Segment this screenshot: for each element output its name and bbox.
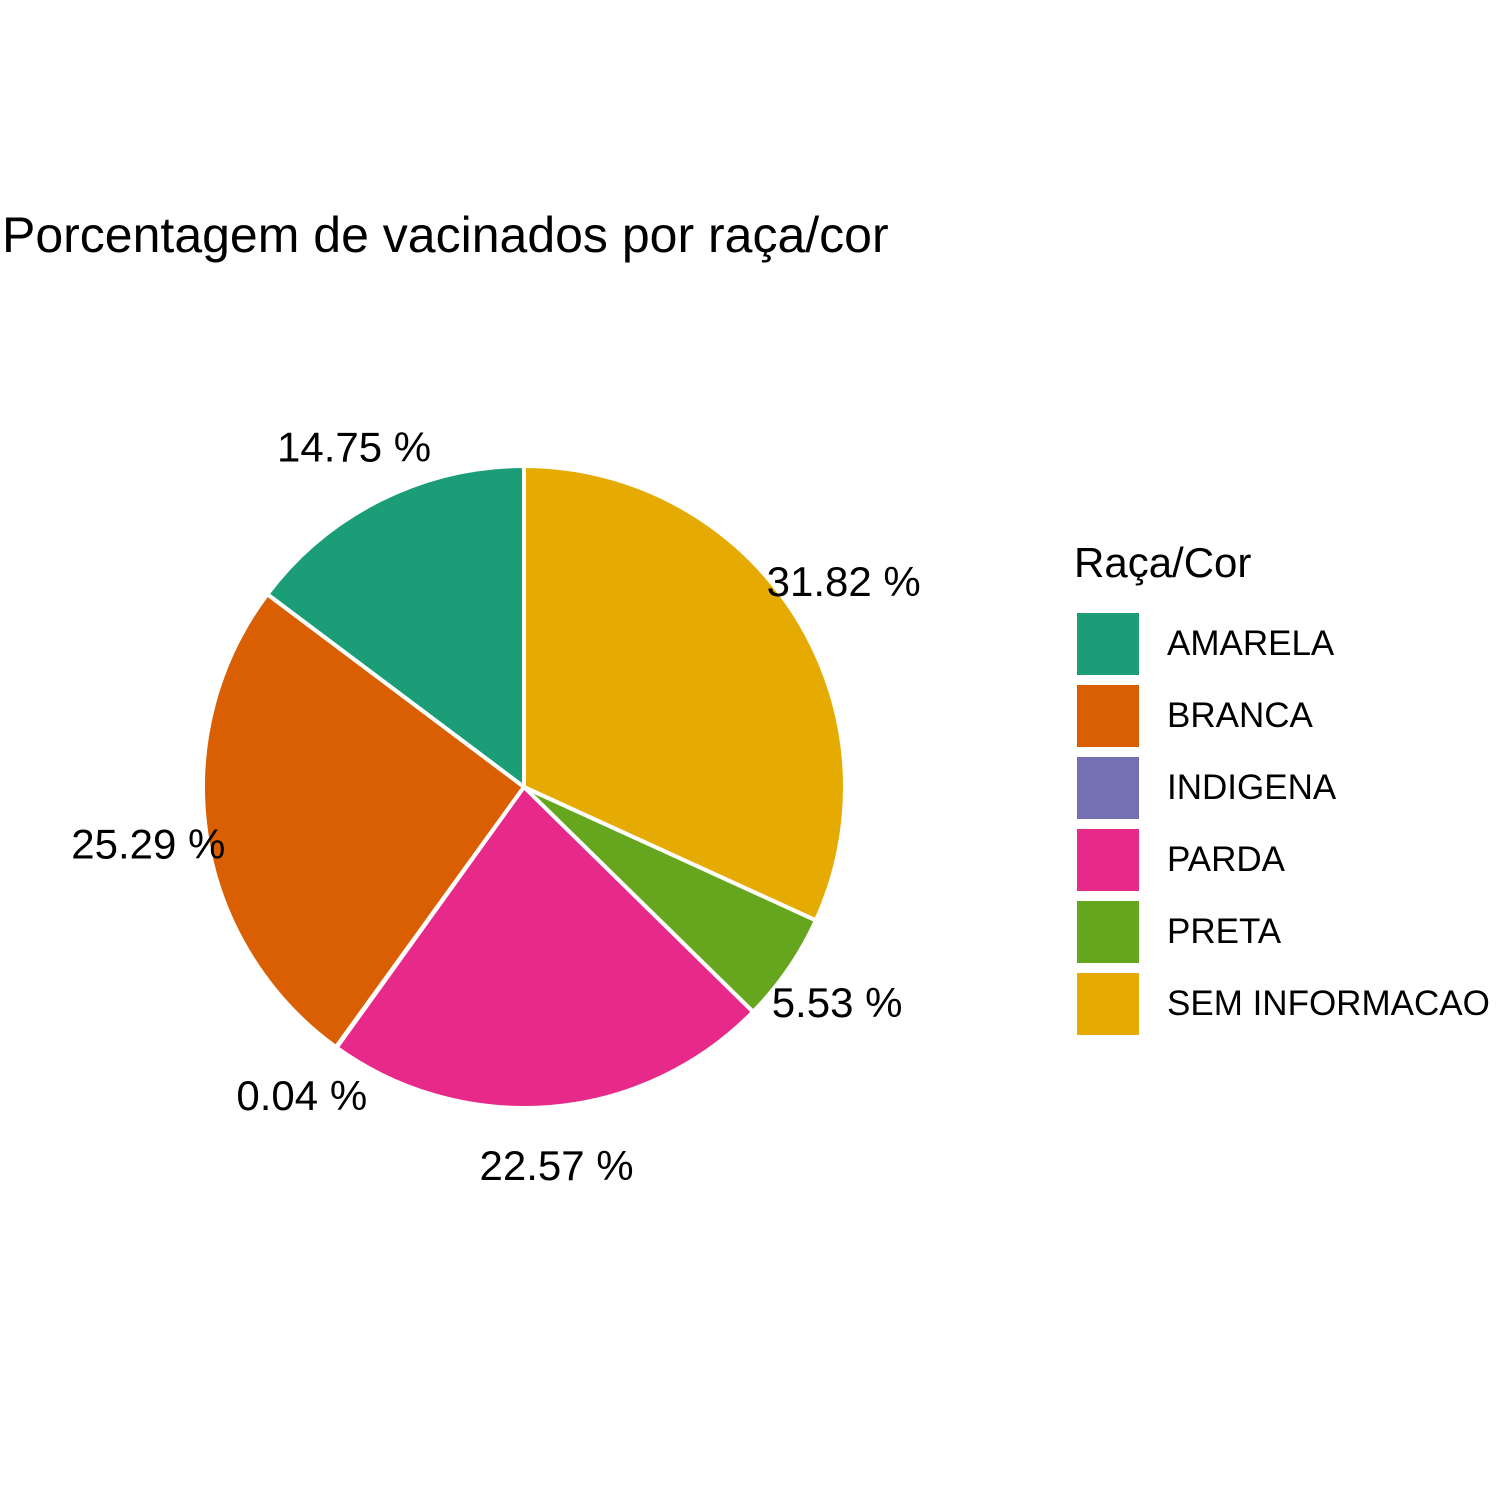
pie-slice-parda bbox=[334, 785, 756, 1110]
legend-label-preta: PRETA bbox=[1167, 912, 1282, 951]
slice-label-preta: 5.53 % bbox=[772, 979, 903, 1026]
legend-item-sem-informacao: SEM INFORMACAO bbox=[1074, 968, 1490, 1040]
pie-slice-labels: 14.75 % 25.29 % 0.04 % 22.57 % 5.53 % 31.82 % bbox=[71, 424, 921, 1189]
slice-label-amarela: 14.75 % bbox=[277, 424, 431, 471]
legend-key-parda bbox=[1077, 829, 1139, 891]
legend-label-branca: BRANCA bbox=[1167, 696, 1313, 735]
legend-key-branca bbox=[1077, 685, 1139, 747]
pie-slice-amarela bbox=[265, 464, 526, 789]
chart-title: Porcentagem de vacinados por raça/cor bbox=[2, 207, 889, 263]
legend-key-indigena bbox=[1077, 757, 1139, 819]
slice-label-parda: 22.57 % bbox=[480, 1142, 634, 1189]
legend-key-sem-informacao bbox=[1077, 973, 1139, 1035]
slice-label-branca: 25.29 % bbox=[71, 821, 225, 868]
slice-label-sem-informacao: 31.82 % bbox=[767, 558, 921, 605]
legend-item-parda: PARDA bbox=[1074, 824, 1490, 896]
legend-label-amarela: AMARELA bbox=[1167, 624, 1335, 663]
pie-slice-sem-informacao bbox=[522, 464, 847, 923]
pie-slice-branca bbox=[201, 592, 526, 1050]
slice-label-indigena: 0.04 % bbox=[236, 1072, 367, 1119]
legend-key-preta bbox=[1077, 901, 1139, 963]
legend-title: Raça/Cor bbox=[1074, 539, 1252, 586]
legend-label-parda: PARDA bbox=[1167, 840, 1285, 879]
legend-items: AMARELA BRANCA INDIGENA PARDA PRETA SEM INFOR… bbox=[1074, 608, 1490, 1040]
legend-item-preta: PRETA bbox=[1074, 896, 1490, 968]
legend-label-indigena: INDIGENA bbox=[1167, 768, 1337, 807]
legend-key-amarela bbox=[1077, 613, 1139, 675]
legend-item-amarela: AMARELA bbox=[1074, 608, 1490, 680]
pie-slices bbox=[201, 464, 847, 1110]
legend-item-branca: BRANCA bbox=[1074, 680, 1490, 752]
legend: Raça/Cor AMARELA BRANCA INDIGENA PARDA PRETA… bbox=[1074, 538, 1490, 1040]
legend-label-sem-informacao: SEM INFORMACAO bbox=[1167, 984, 1490, 1023]
legend-item-indigena: INDIGENA bbox=[1074, 752, 1490, 824]
